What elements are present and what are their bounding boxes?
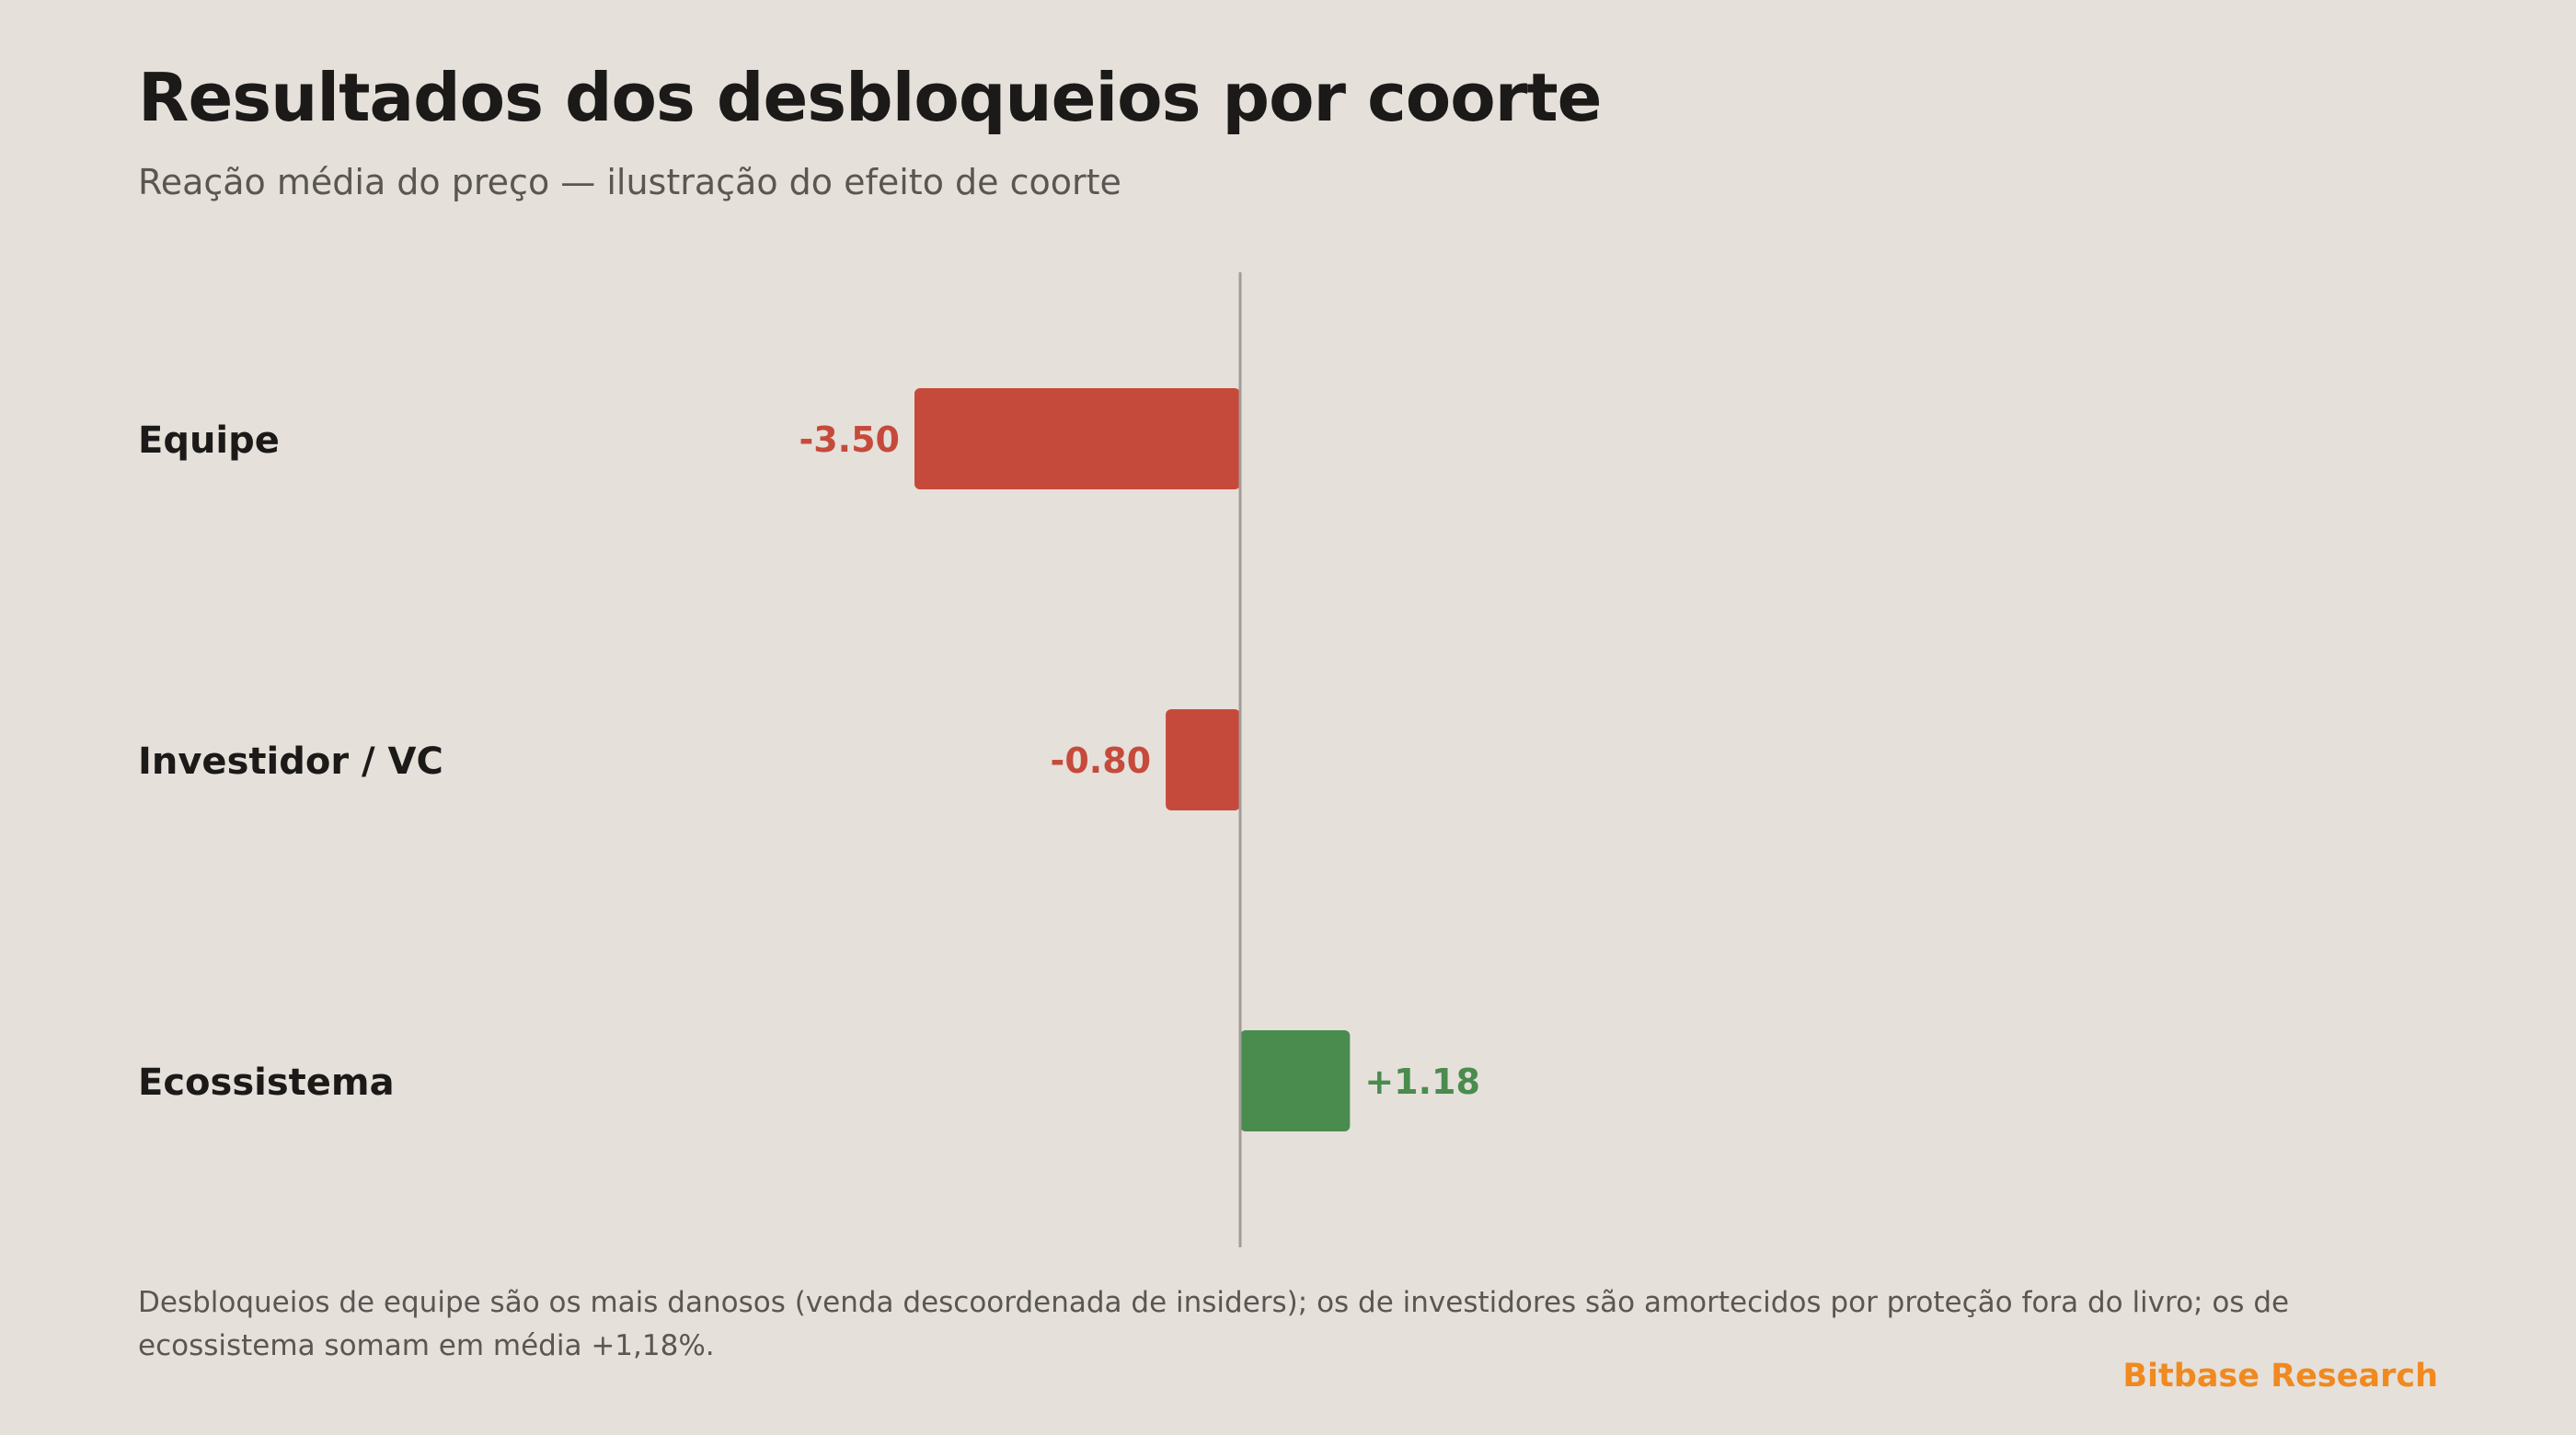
category-label-0: Equipe — [138, 419, 280, 462]
category-label-2: Ecossistema — [138, 1062, 395, 1104]
bar-1 — [1166, 709, 1240, 810]
value-label-1: -0.80 — [1051, 740, 1152, 781]
chart-title: Resultados dos desbloqueios por coorte — [138, 59, 1602, 136]
value-label-2: +1.18 — [1364, 1062, 1480, 1102]
brand-label: Bitbase Research — [2122, 1358, 2438, 1395]
value-label-0: -3.50 — [799, 419, 900, 460]
category-label-1: Investidor / VC — [138, 740, 443, 783]
chart-footnote: Desbloqueios de equipe são os mais danos… — [138, 1286, 2290, 1362]
chart-subtitle: Reação média do preço — ilustração do ef… — [138, 162, 1121, 202]
bar-2 — [1240, 1030, 1351, 1131]
bar-0 — [914, 388, 1240, 489]
